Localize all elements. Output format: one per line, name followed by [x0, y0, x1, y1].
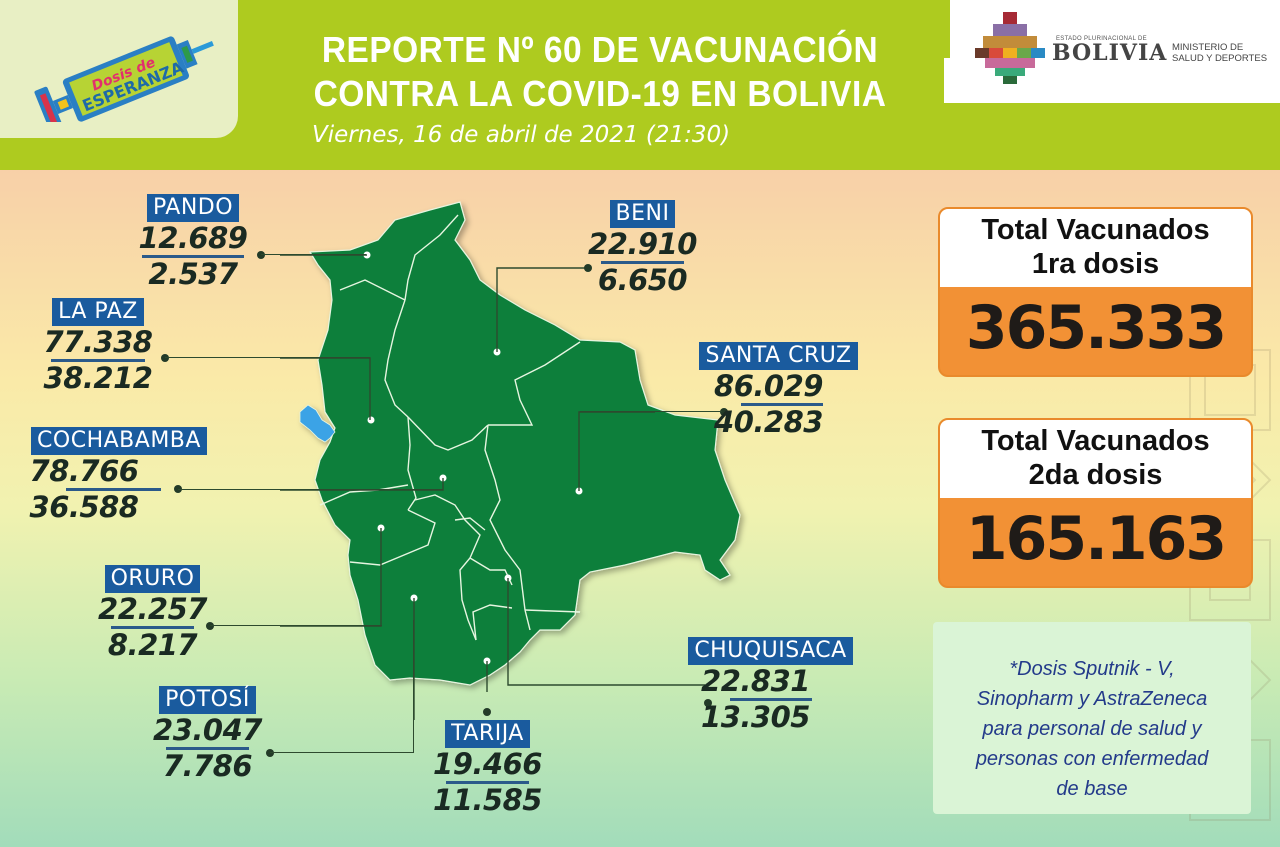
second-dose-value: 40.283 — [714, 405, 823, 439]
note-line-5: de base — [1056, 778, 1128, 800]
first-dose-value: 19.466 — [433, 747, 542, 781]
region-oruro: ORURO 22.257 8.217 — [90, 565, 215, 662]
first-dose-value: 23.047 — [153, 713, 262, 747]
second-dose-value: 6.650 — [597, 263, 688, 297]
title-line-1: REPORTE Nº 60 DE VACUNACIÓN — [321, 29, 879, 70]
second-dose-value: 38.212 — [43, 361, 153, 395]
total-second-dose-card: Total Vacunados 2da dosis 165.163 — [938, 418, 1253, 588]
region-name: PANDO — [146, 194, 240, 222]
region-name: CHUQUISACA — [688, 637, 853, 665]
ministry-line-2: SALUD Y DEPORTES — [1172, 53, 1268, 64]
region-name: LA PAZ — [52, 298, 144, 326]
santa-cruz-marker — [720, 408, 728, 416]
second-dose-value: 13.305 — [701, 700, 810, 734]
region-cochabamba: COCHABAMBA 78.766 36.588 — [14, 427, 224, 524]
divider — [142, 255, 244, 258]
first-dose-value: 22.831 — [701, 664, 810, 698]
label-line-1: Total Vacunados — [981, 425, 1210, 457]
second-dose-value: 36.588 — [29, 490, 139, 524]
region-beni: BENI 22.910 6.650 — [585, 200, 700, 297]
report-date: Viernes, 16 de abril de 2021 (21:30) — [312, 122, 731, 148]
pando-leader — [261, 254, 366, 256]
divider — [166, 747, 249, 750]
divider — [601, 261, 684, 264]
first-dose-value: 86.029 — [714, 369, 823, 403]
beni-marker — [584, 264, 592, 272]
first-dose-value: 12.689 — [138, 221, 248, 255]
label-line-1: Total Vacunados — [981, 214, 1210, 246]
oruro-leader — [210, 625, 382, 627]
report-title: REPORTE Nº 60 DE VACUNACIÓN CONTRA LA CO… — [284, 28, 916, 116]
label-line-2: 1ra dosis — [1031, 248, 1160, 280]
region-la-paz: LA PAZ 77.338 38.212 — [38, 298, 158, 395]
region-name: POTOSÍ — [159, 686, 256, 714]
potosi-leader-v — [413, 620, 415, 753]
region-pando: PANDO 12.689 2.537 — [128, 194, 258, 291]
total-first-dose-card: Total Vacunados 1ra dosis 365.333 — [938, 207, 1253, 377]
tarija-marker — [483, 708, 491, 716]
chuquisaca-marker — [704, 699, 712, 707]
ministry-name: MINISTERIO DE SALUD Y DEPORTES — [1172, 42, 1267, 64]
region-potosi: POTOSÍ 23.047 7.786 — [145, 686, 270, 783]
santa-cruz-leader — [580, 411, 722, 413]
second-dose-value: 8.217 — [107, 628, 198, 662]
first-dose-value: 77.338 — [43, 325, 153, 359]
region-tarija: TARIJA 19.466 11.585 — [425, 720, 550, 817]
region-name: SANTA CRUZ — [699, 342, 858, 370]
second-dose-value: 7.786 — [162, 749, 253, 783]
title-line-2: CONTRA LA COVID-19 EN BOLIVIA — [313, 73, 887, 114]
total-first-dose-value: 365.333 — [965, 293, 1227, 363]
la-paz-leader — [165, 357, 370, 359]
bolivia-emblem-icon — [975, 12, 1045, 84]
divider — [446, 781, 529, 784]
second-dose-value: 2.537 — [148, 257, 238, 291]
region-name: BENI — [609, 200, 676, 228]
divider — [741, 403, 823, 406]
note-line-3: para personal de salud y — [982, 718, 1202, 740]
gov-name: BOLIVIA — [1052, 40, 1168, 66]
first-dose-value: 22.910 — [588, 227, 697, 261]
first-dose-value: 22.257 — [98, 592, 207, 626]
region-name: TARIJA — [445, 720, 530, 748]
syringe-logo-icon: Dosis de ESPERANZA — [34, 36, 214, 122]
note-line-1: *Dosis Sputnik - V, — [1009, 658, 1175, 680]
header-banner: Dosis de ESPERANZA REPORTE Nº 60 DE VACU… — [0, 0, 1280, 170]
total-second-dose-label: Total Vacunados 2da dosis — [940, 420, 1251, 498]
note-line-4: personas con enfermedad — [975, 748, 1209, 770]
cochabamba-leader — [178, 489, 443, 491]
total-first-dose-label: Total Vacunados 1ra dosis — [940, 209, 1251, 287]
first-dose-value: 78.766 — [29, 454, 139, 488]
region-chuquisaca: CHUQUISACA 22.831 13.305 — [668, 637, 873, 734]
vaccine-note: *Dosis Sputnik - V, Sinopharm y AstraZen… — [933, 622, 1251, 814]
region-santa-cruz: SANTA CRUZ 86.029 40.283 — [676, 342, 881, 439]
second-dose-value: 11.585 — [433, 783, 542, 817]
divider — [111, 626, 194, 629]
divider — [730, 698, 812, 701]
region-name: ORURO — [104, 565, 201, 593]
gov-caption: ESTADO PLURINACIONAL DE — [1056, 36, 1147, 42]
region-name: COCHABAMBA — [31, 427, 207, 455]
note-line-2: Sinopharm y AstraZeneca — [976, 688, 1208, 710]
divider — [66, 488, 161, 491]
total-second-dose-value: 165.163 — [965, 504, 1227, 574]
potosi-leader — [270, 752, 414, 754]
divider — [51, 359, 145, 362]
campaign-logo-panel: Dosis de ESPERANZA — [0, 0, 238, 138]
ministry-line-1: MINISTERIO DE — [1172, 42, 1244, 53]
label-line-2: 2da dosis — [1028, 459, 1163, 491]
